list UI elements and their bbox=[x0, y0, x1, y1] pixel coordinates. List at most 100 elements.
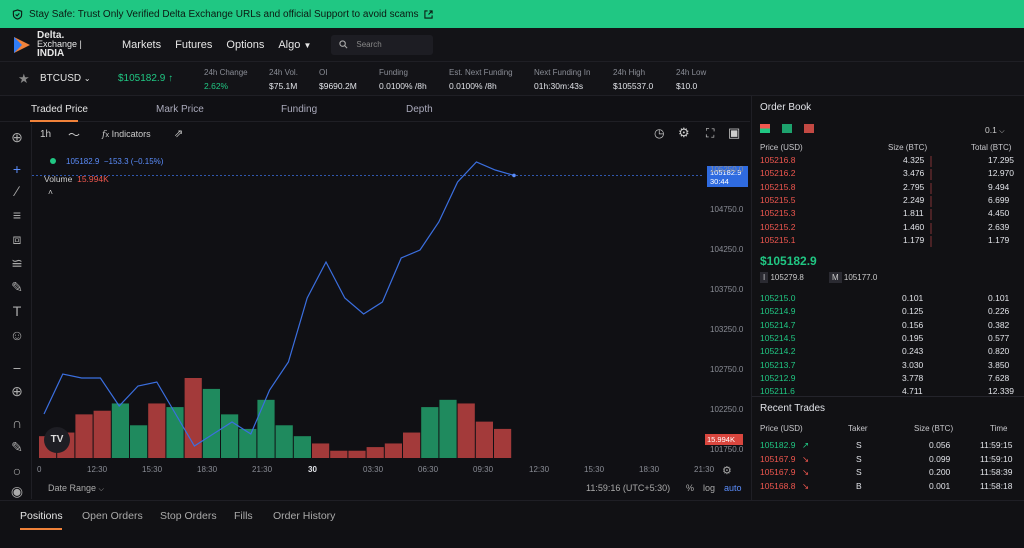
log-toggle[interactable]: log bbox=[703, 483, 716, 493]
tab-mark-price[interactable]: Mark Price bbox=[156, 104, 204, 115]
ask-size: 2.249 bbox=[903, 194, 925, 205]
ask-row[interactable]: 105216.2 3.476 12.970 bbox=[752, 168, 1022, 181]
tradingview-logo[interactable]: TV bbox=[44, 427, 70, 453]
camera-icon[interactable]: ▣ bbox=[728, 125, 741, 140]
tick-size-selector[interactable]: 0.1 ⌵ bbox=[985, 125, 1005, 136]
ask-row[interactable]: 105216.8 4.325 17.295 bbox=[752, 155, 1022, 168]
brush-icon[interactable]: ✎ bbox=[11, 279, 23, 295]
volume-bar bbox=[75, 414, 93, 458]
y-tick-label: 104250.0 bbox=[710, 245, 744, 254]
fullscreen-icon[interactable]: ⛶ bbox=[706, 126, 715, 140]
add-icon[interactable]: ⊕ bbox=[11, 129, 23, 145]
bids-view-icon[interactable] bbox=[782, 124, 792, 133]
stat-24h-high: 24h High $105537.0 bbox=[613, 68, 653, 91]
horizontal-lines-icon[interactable]: ≡ bbox=[12, 207, 22, 223]
volume-bar bbox=[93, 410, 111, 458]
ask-size: 3.476 bbox=[903, 168, 925, 179]
tab-positions[interactable]: Positions bbox=[20, 510, 63, 522]
tab-traded-price[interactable]: Traded Price bbox=[31, 104, 88, 115]
stat-value: 0.0100% /8h bbox=[449, 81, 497, 91]
date-range-button[interactable]: Date Range ⌵ bbox=[48, 483, 104, 494]
stat-next-funding-in: Next Funding In 01h:30m:43s bbox=[534, 68, 590, 91]
bid-row[interactable]: 105211.6 4.711 12.339 bbox=[752, 386, 1022, 399]
auto-toggle[interactable]: auto bbox=[724, 483, 742, 493]
bid-row[interactable]: 105215.0 0.101 0.101 bbox=[752, 293, 1022, 306]
bid-row[interactable]: 105212.9 3.778 7.628 bbox=[752, 373, 1022, 386]
bid-total: 0.577 bbox=[988, 332, 1010, 343]
gear-icon[interactable]: ⚙ bbox=[678, 125, 690, 140]
ask-size: 1.811 bbox=[903, 208, 924, 219]
tab-fills[interactable]: Fills bbox=[234, 510, 253, 522]
bid-row[interactable]: 105213.7 3.030 3.850 bbox=[752, 360, 1022, 373]
trend-line-icon[interactable]: ∕ bbox=[15, 183, 19, 199]
lock-icon[interactable]: ○ bbox=[12, 463, 22, 479]
axis-settings-icon[interactable]: ⚙ bbox=[722, 465, 732, 477]
text-icon[interactable]: T bbox=[12, 303, 22, 319]
price-line bbox=[43, 161, 515, 447]
tab-order-history[interactable]: Order History bbox=[273, 510, 336, 522]
ask-depth-bar bbox=[930, 209, 932, 221]
ask-total: 12.970 bbox=[988, 168, 1014, 179]
ask-price: 105215.8 bbox=[760, 181, 796, 192]
ask-row[interactable]: 105215.8 2.795 9.494 bbox=[752, 182, 1022, 195]
chart-type-icon[interactable]: 〜 bbox=[68, 128, 81, 142]
percent-toggle[interactable]: % bbox=[686, 483, 695, 493]
emoji-icon[interactable]: ☺ bbox=[9, 327, 25, 343]
volume-bar bbox=[148, 403, 166, 458]
last-price-tag-value: 105182.9 bbox=[710, 168, 742, 177]
trade-row: 105167.9 ↘ S 0.200 11:58:39 bbox=[752, 467, 1022, 480]
bid-row[interactable]: 105214.7 0.156 0.382 bbox=[752, 320, 1022, 333]
tab-stop-orders[interactable]: Stop Orders bbox=[160, 510, 217, 522]
logo[interactable]: Delta. Exchange | INDIA bbox=[12, 31, 108, 59]
stat-label: 24h High bbox=[613, 68, 646, 77]
price-chart[interactable]: 105182.9 −153.3 (−0.15%) Volume 15.994K ˄… bbox=[32, 146, 750, 500]
both-sides-view-icon[interactable] bbox=[760, 124, 770, 133]
ask-row[interactable]: 105215.2 1.460 2.639 bbox=[752, 222, 1022, 235]
trade-size: 0.056 bbox=[929, 440, 951, 450]
chevron-up-icon[interactable]: ˄ bbox=[48, 187, 53, 197]
ask-row[interactable]: 105215.3 1.811 4.450 bbox=[752, 208, 1022, 221]
fib-icon[interactable]: ≌ bbox=[11, 255, 23, 271]
bid-total: 0.226 bbox=[988, 306, 1010, 317]
ask-size: 1.179 bbox=[903, 234, 925, 245]
bid-price: 105211.6 bbox=[760, 386, 795, 397]
ask-row[interactable]: 105215.1 1.179 1.179 bbox=[752, 235, 1022, 248]
nav-futures[interactable]: Futures bbox=[175, 38, 213, 51]
bid-size: 0.101 bbox=[902, 293, 924, 303]
symbol-selector[interactable]: BTCUSD ⌄ bbox=[40, 73, 91, 84]
bid-row[interactable]: 105214.5 0.195 0.577 bbox=[752, 333, 1022, 346]
crosshair-icon[interactable]: + bbox=[12, 161, 22, 177]
star-icon[interactable]: ★ bbox=[18, 71, 30, 86]
nav-markets[interactable]: Markets bbox=[122, 38, 162, 51]
zoom-in-icon[interactable]: ⊕ bbox=[11, 383, 23, 399]
tab-open-orders[interactable]: Open Orders bbox=[82, 510, 143, 522]
ask-row[interactable]: 105215.5 2.249 6.699 bbox=[752, 195, 1022, 208]
volume-bar bbox=[184, 378, 202, 458]
search-input[interactable]: Search bbox=[331, 34, 434, 55]
trade-row: 105182.9 ↗ S 0.056 11:59:15 bbox=[752, 440, 1022, 453]
eye-icon[interactable]: ◉ bbox=[10, 483, 24, 499]
interval-selector[interactable]: 1h bbox=[40, 129, 52, 140]
bid-price: 105212.9 bbox=[760, 372, 796, 383]
ruler-icon[interactable]: ⎯ bbox=[13, 359, 21, 375]
share-icon[interactable]: ⇗ bbox=[174, 128, 184, 140]
bid-row[interactable]: 105214.2 0.243 0.820 bbox=[752, 346, 1022, 359]
tab-funding[interactable]: Funding bbox=[281, 104, 318, 115]
external-link-icon[interactable] bbox=[424, 9, 434, 19]
pattern-icon[interactable]: ⧈ bbox=[12, 231, 22, 247]
nav-algo[interactable]: Algo ▼ bbox=[278, 39, 311, 51]
nav-options[interactable]: Options bbox=[226, 38, 265, 51]
bid-row[interactable]: 105214.9 0.125 0.226 bbox=[752, 306, 1022, 319]
ask-depth-bar bbox=[930, 222, 932, 234]
replay-icon[interactable]: ◷ bbox=[654, 126, 665, 140]
indicators-button[interactable]: fx Indicators bbox=[102, 129, 151, 140]
last-price-value: $105182.9 bbox=[118, 73, 166, 84]
stat-label: 24h Low bbox=[676, 68, 707, 77]
magnet-icon[interactable]: ∩ bbox=[11, 415, 23, 431]
pencil-lock-icon[interactable]: ✎ bbox=[11, 439, 23, 455]
rt-header-size: Size (BTC) bbox=[914, 424, 954, 433]
date-range-label: Date Range bbox=[48, 483, 97, 493]
ask-depth-bar bbox=[930, 169, 932, 181]
tab-depth[interactable]: Depth bbox=[406, 104, 433, 115]
asks-view-icon[interactable] bbox=[804, 124, 814, 133]
